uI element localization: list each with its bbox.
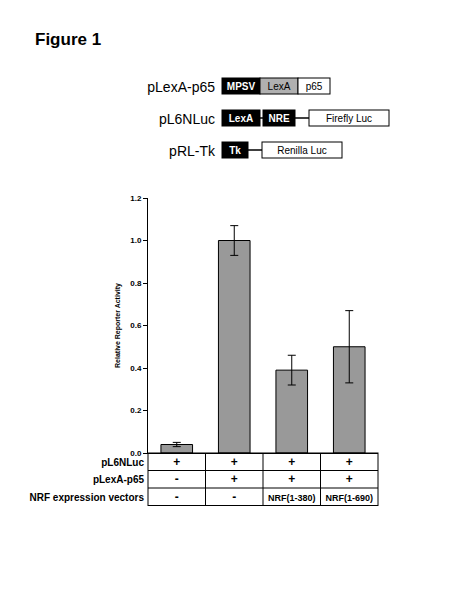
svg-text:+: + xyxy=(173,455,180,469)
svg-text:-: - xyxy=(175,490,179,504)
svg-text:0.2: 0.2 xyxy=(130,406,142,415)
svg-text:0.0: 0.0 xyxy=(130,449,142,458)
svg-text:+: + xyxy=(288,455,295,469)
svg-text:-: - xyxy=(232,490,236,504)
svg-text:+: + xyxy=(288,472,295,486)
svg-text:0.8: 0.8 xyxy=(130,279,142,288)
svg-text:-: - xyxy=(175,472,179,486)
svg-text:pRL-Tk: pRL-Tk xyxy=(169,143,216,159)
svg-text:0.4: 0.4 xyxy=(130,364,142,373)
svg-text:LexA: LexA xyxy=(229,113,253,124)
svg-text:1.0: 1.0 xyxy=(130,236,142,245)
svg-text:0.6: 0.6 xyxy=(130,321,142,330)
svg-text:1.2: 1.2 xyxy=(130,194,142,203)
svg-text:+: + xyxy=(346,472,353,486)
svg-text:NRF(1-380): NRF(1-380) xyxy=(268,493,316,503)
svg-text:+: + xyxy=(231,455,238,469)
svg-text:pLexA-p65: pLexA-p65 xyxy=(93,474,145,485)
svg-text:NRE: NRE xyxy=(268,113,289,124)
svg-text:NRF expression vectors: NRF expression vectors xyxy=(30,492,145,503)
svg-text:pL6NLuc: pL6NLuc xyxy=(101,457,144,468)
svg-text:LexA: LexA xyxy=(268,81,291,92)
svg-text:+: + xyxy=(231,472,238,486)
svg-text:pL6NLuc: pL6NLuc xyxy=(159,111,215,127)
svg-text:+: + xyxy=(346,455,353,469)
svg-text:Firefly Luc: Firefly Luc xyxy=(326,113,372,124)
svg-text:p65: p65 xyxy=(306,81,323,92)
svg-text:Figure 1: Figure 1 xyxy=(35,30,101,49)
svg-text:MPSV: MPSV xyxy=(227,81,256,92)
svg-text:Renilla Luc: Renilla Luc xyxy=(277,145,326,156)
svg-text:Tk: Tk xyxy=(229,145,241,156)
svg-text:pLexA-p65: pLexA-p65 xyxy=(147,79,215,95)
svg-text:NRF(1-690): NRF(1-690) xyxy=(325,493,373,503)
svg-text:Relative Reporter Activity: Relative Reporter Activity xyxy=(114,283,122,368)
